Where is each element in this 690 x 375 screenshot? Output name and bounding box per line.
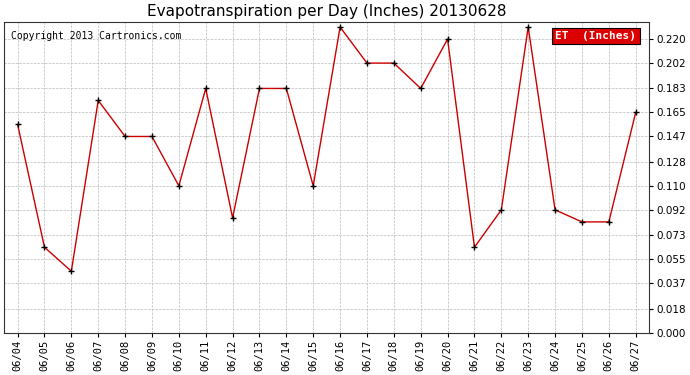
Title: Evapotranspiration per Day (Inches) 20130628: Evapotranspiration per Day (Inches) 2013… <box>147 4 506 19</box>
Text: Copyright 2013 Cartronics.com: Copyright 2013 Cartronics.com <box>10 31 181 41</box>
Text: ET  (Inches): ET (Inches) <box>555 31 636 41</box>
